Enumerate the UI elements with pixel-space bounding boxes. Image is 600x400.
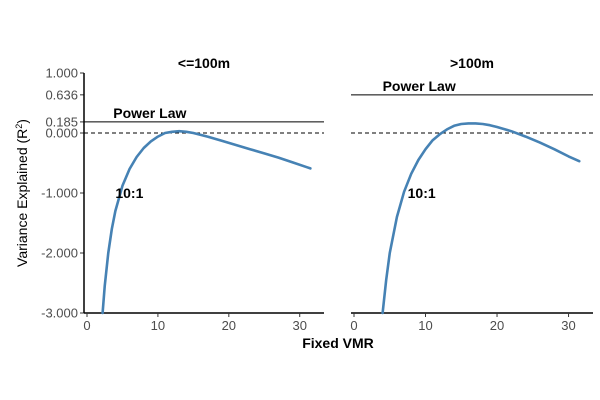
y-tick-label: -3.000: [41, 306, 78, 321]
series-line: [101, 129, 312, 315]
x-tick-label: 20: [222, 318, 236, 333]
x-tick-label: 30: [561, 318, 575, 333]
panels: <=100m Power Law 0 10 20 30 10:1 >100m Power Law…: [83, 55, 593, 333]
y-axis-title-main: Variance Explained (R: [14, 129, 30, 267]
ratio-annotation: 10:1: [115, 185, 143, 201]
x-tick-label: 30: [292, 318, 306, 333]
y-tick-label: 0.636: [45, 87, 78, 102]
x-tick-label: 0: [350, 318, 357, 333]
x-tick-label: 10: [418, 318, 432, 333]
panel-title: <=100m: [178, 55, 230, 71]
power-law-label: Power Law: [383, 78, 456, 94]
panel-1: <=100m Power Law 0 10 20 30 10:1: [83, 55, 324, 333]
y-tick-label: -1.000: [41, 186, 78, 201]
x-tick-label: 20: [490, 318, 504, 333]
power-law-label: Power Law: [113, 105, 186, 121]
y-axis-title: Variance Explained (R2): [14, 119, 30, 267]
series-line: [381, 122, 581, 315]
ratio-annotation: 10:1: [408, 185, 436, 201]
y-tick-label: 1.000: [45, 66, 78, 81]
y-tick-label: 0.185: [45, 114, 78, 129]
x-axis-title: Fixed VMR: [302, 335, 374, 351]
y-axis-title-close: ): [14, 119, 30, 124]
x-tick-label: 10: [151, 318, 165, 333]
y-axis-title-superscript: 2: [14, 124, 24, 129]
panel-2: >100m Power Law 0 10 20 30 10:1: [350, 55, 593, 333]
x-tick-label: 0: [83, 318, 90, 333]
y-tick-label: 0.000: [45, 126, 78, 141]
y-tick-label: -2.000: [41, 246, 78, 261]
panel-title: >100m: [450, 55, 494, 71]
